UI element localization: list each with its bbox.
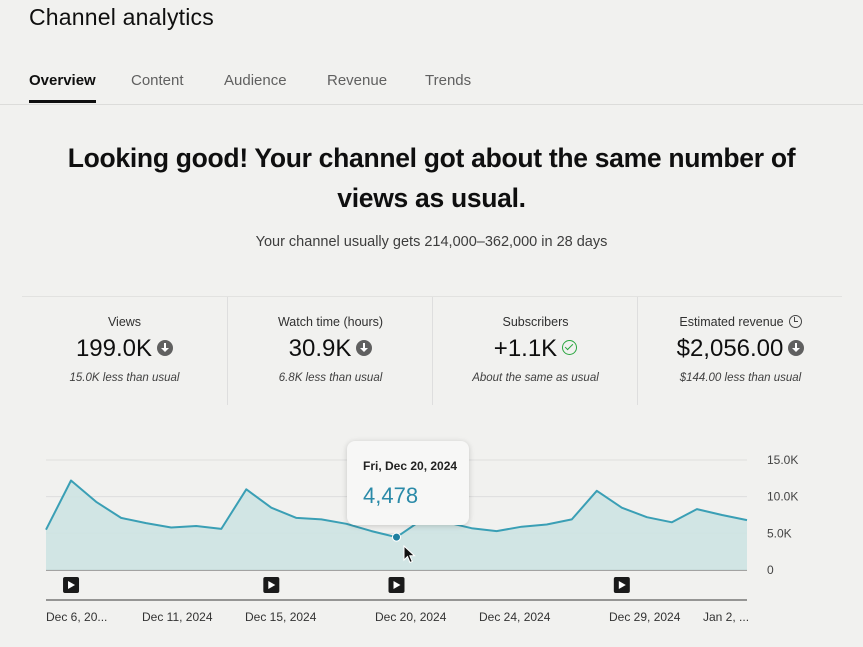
tab-content[interactable]: Content — [131, 72, 184, 89]
metric-value-row: 30.9K — [228, 335, 433, 363]
y-tick-label: 0 — [767, 563, 774, 577]
headline-line-2: views as usual. — [337, 183, 526, 213]
x-tick-label: Jan 2, ... — [703, 610, 749, 624]
tooltip-date: Fri, Dec 20, 2024 — [363, 459, 458, 473]
y-tick-label: 15.0K — [767, 453, 798, 467]
views-chart[interactable]: 15.0K 10.0K 5.0K 0 Dec 6, 20... Dec 11, 2024 D… — [0, 440, 863, 647]
metric-label: Subscribers — [502, 315, 569, 329]
play-icon — [68, 581, 76, 589]
arrow-down-circle-icon — [157, 339, 174, 356]
tab-revenue[interactable]: Revenue — [327, 72, 388, 89]
metric-cards: Views 199.0K 15.0K less than usual Watch… — [22, 296, 842, 407]
clock-icon[interactable] — [788, 315, 802, 329]
x-tick-label: Dec 20, 2024 — [375, 610, 447, 624]
tab-trends[interactable]: Trends — [425, 72, 472, 89]
mouse-pointer-icon — [403, 545, 416, 564]
page-title: Channel analytics — [29, 4, 214, 30]
tab-bar: Overview Content Audience Revenue Trends — [0, 66, 863, 105]
chart-tooltip: Fri, Dec 20, 2024 4,478 — [347, 441, 469, 525]
x-tick-label: Dec 29, 2024 — [609, 610, 681, 624]
x-tick-label: Dec 24, 2024 — [479, 610, 551, 624]
x-tick-label: Dec 15, 2024 — [245, 610, 317, 624]
metric-card-views[interactable]: Views 199.0K 15.0K less than usual — [22, 297, 227, 405]
metric-value-row: +1.1K — [433, 335, 638, 363]
tab-overview[interactable]: Overview — [29, 72, 96, 103]
x-tick-label: Dec 6, 20... — [46, 610, 107, 624]
metric-label: Views — [107, 315, 142, 329]
views-area — [46, 480, 747, 570]
metric-value: +1.1K — [493, 335, 558, 362]
metric-card-subscribers[interactable]: Subscribers +1.1K About the same as usua… — [432, 297, 638, 405]
arrow-down-circle-icon — [788, 339, 805, 356]
play-icon — [393, 581, 401, 589]
play-icon — [618, 581, 626, 589]
highlighted-data-point — [392, 532, 401, 542]
summary-subline: Your channel usually gets 214,000–362,00… — [255, 234, 608, 250]
check-circle-icon — [562, 340, 578, 356]
summary-headline: Looking good! Your channel got about the… — [40, 138, 823, 218]
metric-value: 199.0K — [75, 335, 153, 362]
metric-value-row: $2,056.00 — [638, 335, 843, 363]
tab-audience[interactable]: Audience — [224, 72, 287, 89]
metric-card-watch-time[interactable]: Watch time (hours) 30.9K 6.8K less than … — [227, 297, 433, 405]
metric-note: About the same as usual — [472, 372, 599, 384]
headline-line-1: Looking good! Your channel got about the… — [67, 143, 796, 173]
metric-note: 6.8K less than usual — [278, 372, 383, 384]
metric-value: 30.9K — [288, 335, 352, 362]
metric-note: $144.00 less than usual — [679, 372, 802, 384]
arrow-down-circle-icon — [356, 339, 373, 356]
x-tick-label: Dec 11, 2024 — [142, 610, 213, 624]
metric-label: Estimated revenue — [679, 315, 784, 329]
metric-value: $2,056.00 — [676, 335, 784, 362]
metric-label-row: Estimated revenue — [638, 315, 843, 329]
y-tick-label: 10.0K — [767, 490, 798, 504]
y-tick-label: 5.0K — [767, 526, 792, 540]
tooltip-value: 4,478 — [363, 483, 419, 508]
metric-card-revenue[interactable]: Estimated revenue $2,056.00 $144.00 less… — [637, 297, 843, 405]
metric-note: 15.0K less than usual — [69, 372, 180, 384]
play-icon — [268, 581, 276, 589]
metric-label: Watch time (hours) — [277, 315, 384, 329]
metric-value-row: 199.0K — [22, 335, 227, 363]
